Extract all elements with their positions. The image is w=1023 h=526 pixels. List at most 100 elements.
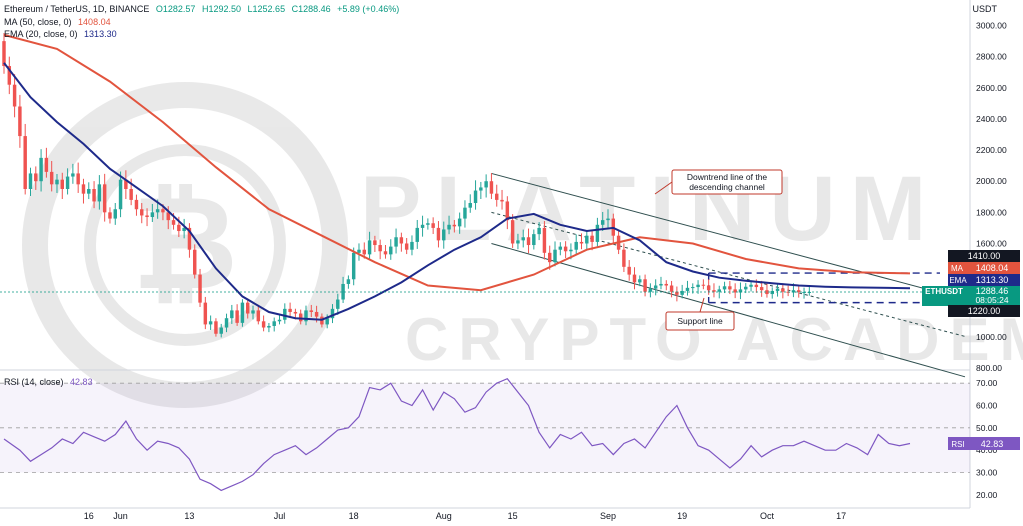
candle	[447, 224, 451, 230]
candle	[585, 235, 589, 244]
candle	[436, 227, 441, 241]
candle	[346, 279, 351, 284]
candle	[49, 171, 54, 185]
rsi-axis: 20.00 30.00 40.00 50.00 60.00 70.00	[976, 378, 998, 500]
time-tick-label: 17	[836, 511, 846, 521]
candle	[722, 286, 727, 290]
candle	[521, 237, 525, 241]
symbol-title[interactable]: Ethereum / TetherUS, 1D, BINANCE	[4, 4, 150, 14]
last-price-tag-bg	[922, 286, 1020, 306]
candle	[203, 302, 208, 325]
candle	[712, 290, 716, 292]
candle	[129, 189, 133, 200]
candle	[39, 157, 43, 182]
rsi-pane	[0, 377, 970, 492]
ema-tag-label: EMA	[949, 276, 967, 285]
candle	[256, 310, 261, 322]
candle	[473, 190, 478, 204]
candle	[65, 176, 70, 189]
candle	[510, 220, 515, 244]
candle	[759, 287, 764, 291]
candle	[230, 310, 234, 319]
candle	[420, 224, 425, 228]
ma-tag-label: MA	[951, 264, 964, 273]
candle	[341, 283, 345, 300]
candle	[600, 220, 605, 225]
candle	[330, 308, 335, 319]
price-tick-label: 800.00	[976, 363, 1002, 373]
candle	[55, 179, 59, 185]
candle	[272, 321, 276, 326]
candle	[198, 274, 202, 303]
candle	[140, 209, 144, 216]
price-pane	[0, 0, 971, 509]
resistance-tag-bg	[948, 250, 1020, 262]
candle	[118, 179, 123, 210]
candle	[357, 249, 361, 253]
candle	[526, 237, 531, 246]
candle	[802, 292, 806, 294]
candle	[28, 173, 33, 189]
candle	[643, 279, 647, 292]
candle	[484, 181, 488, 188]
ema-tag-value: 1313.30	[976, 275, 1009, 285]
candle	[193, 249, 197, 275]
candle	[749, 284, 753, 287]
candle	[547, 252, 552, 263]
candle	[558, 246, 563, 250]
candle	[495, 193, 499, 200]
candle	[71, 173, 75, 177]
candle	[325, 318, 329, 325]
price-tick-label: 1000.00	[976, 332, 1007, 342]
time-tick-label: 13	[184, 511, 194, 521]
candle	[150, 212, 155, 218]
candle	[426, 223, 430, 225]
candle	[76, 173, 80, 185]
rsi-legend[interactable]: RSI (14, close) 42.83	[4, 377, 97, 387]
candle	[108, 212, 112, 219]
candle	[166, 212, 170, 221]
candle	[442, 229, 446, 241]
candle	[298, 313, 303, 322]
candle	[288, 308, 292, 312]
candle	[754, 284, 759, 288]
candle	[394, 237, 398, 247]
rsi-tick-label: 60.00	[976, 401, 998, 411]
rsi-tick-label: 70.00	[976, 378, 998, 388]
candle	[251, 310, 255, 314]
resistance-tag: 1410.00	[968, 251, 1001, 261]
candle	[214, 321, 218, 334]
time-tick-label: Sep	[600, 511, 616, 521]
price-tags: 1410.00 MA 1408.04 EMA 1313.30 ETHUSDT 1…	[922, 250, 1020, 450]
ohlc-change: +5.89 (+0.46%)	[337, 4, 400, 14]
candle	[653, 285, 658, 289]
ohlc-high: H1292.50	[201, 4, 242, 14]
candle	[283, 308, 287, 320]
ohlc-close: C1288.46	[291, 4, 331, 14]
candle	[680, 290, 684, 295]
candle	[664, 283, 669, 286]
time-axis: 16 Jun 13 Jul 18 Aug 15 Sep 19 Oct 17	[84, 511, 846, 521]
ma-tag-bg	[948, 262, 1020, 274]
candle	[113, 209, 117, 219]
candle	[781, 288, 785, 292]
downtrend-annotation-line2: descending channel	[689, 182, 765, 192]
candle	[12, 84, 17, 107]
watermark-line1: PLATINUM	[360, 158, 940, 260]
price-tick-label: 2200.00	[976, 145, 1007, 155]
candle	[669, 285, 674, 292]
candle	[410, 241, 414, 250]
candle	[277, 319, 282, 322]
candle	[606, 218, 610, 221]
price-tick-label: 2600.00	[976, 83, 1007, 93]
ma-legend[interactable]: MA (50, close, 0) 1408.04	[4, 17, 115, 27]
support-annotation-text: Support line	[677, 316, 723, 326]
candle	[770, 290, 774, 295]
time-tick-label: 18	[349, 511, 359, 521]
ema-tag-bg	[948, 274, 1020, 286]
candle	[81, 184, 86, 194]
candle	[187, 227, 192, 250]
ema-legend[interactable]: EMA (20, close, 0) 1313.30	[4, 29, 121, 39]
candle	[717, 289, 721, 292]
